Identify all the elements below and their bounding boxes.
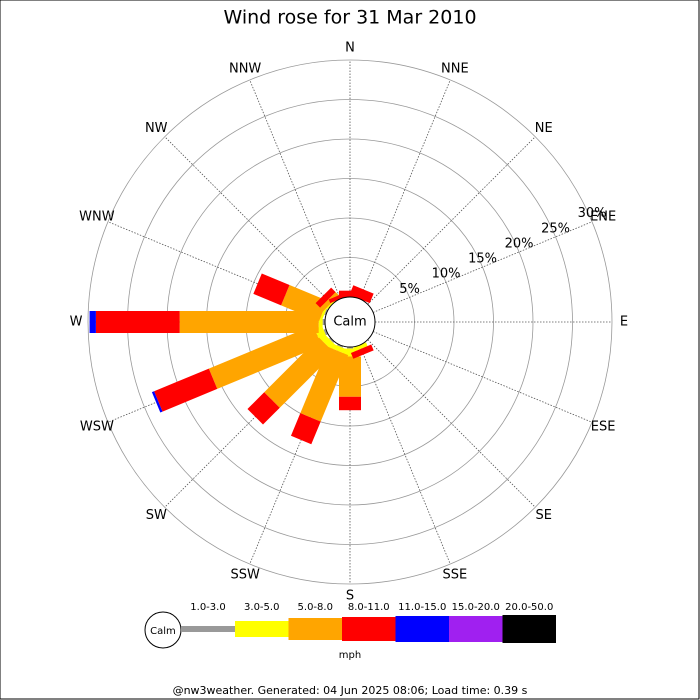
wind-segment [339,396,361,411]
direction-label: NW [145,121,168,136]
direction-label: W [70,315,83,330]
wind-segment [323,328,329,336]
direction-label: N [345,41,355,56]
legend-swatch [342,617,396,641]
wind-segment [154,368,218,412]
legend-label: 20.0-50.0 [505,602,553,613]
wind-segment [329,337,335,343]
wind-segment [322,319,326,325]
wind-segment [343,348,357,357]
legend-label: 3.0-5.0 [244,602,279,613]
wind-segment [300,346,349,422]
calm-circle [324,296,376,348]
legend-swatch [181,626,235,632]
direction-label: WNW [79,210,115,225]
ring [87,59,613,585]
direction-label: S [346,589,354,604]
wind-segment [315,287,336,308]
legend-label: 5.0-8.0 [298,602,333,613]
spoke [164,136,333,305]
wind-segment [253,273,290,306]
legend-calm-label: Calm [150,626,176,637]
direction-label: SSW [230,568,260,583]
legend-swatch [235,621,289,637]
wind-segment [264,337,335,408]
wind-segment [349,285,374,304]
direction-label: SE [536,508,552,523]
spoke [249,79,341,300]
spoke [367,136,536,305]
wind-segment [208,325,322,389]
spoke [367,339,536,508]
wind-segment [281,285,328,322]
legend-label: 1.0-3.0 [190,602,225,613]
direction-label: SSE [442,568,467,583]
wind-segment [95,311,180,333]
direction-label: NE [535,121,553,136]
r-tick-label: 20% [505,236,534,251]
wind-segment [179,311,319,333]
legend-swatch [288,618,342,640]
chart-title: Wind rose for 31 Mar 2010 [223,7,476,29]
legend-label: 8.0-11.0 [348,602,390,613]
calm-label: Calm [333,315,366,330]
direction-label: NNE [441,61,469,76]
wind-segment [89,311,96,333]
legend-unit: mph [339,650,361,661]
spoke [372,221,593,313]
legend-label: 11.0-15.0 [398,602,446,613]
legend-swatch [395,616,449,642]
legend-swatch [449,616,503,642]
direction-label: SW [146,508,167,523]
wind-segment [347,347,353,349]
legend-swatch [502,615,556,643]
direction-label: WSW [80,419,114,434]
footer: @nw3weather. Generated: 04 Jun 2025 08:0… [173,684,528,697]
wind-segment [337,343,344,348]
wind-segment [328,291,351,304]
direction-label: E [620,315,628,330]
wind-segment [350,344,374,359]
spoke [372,331,593,423]
wind-segment [290,413,321,445]
legend-label: 15.0-20.0 [452,602,500,613]
r-tick-label: 10% [432,267,461,282]
spoke [359,344,451,565]
wind-segment [339,356,361,397]
r-tick-label: 15% [468,252,497,267]
direction-label: NNW [229,61,261,76]
direction-label: ESE [591,419,616,434]
wind-segment [320,292,339,311]
wind-segment [247,392,280,425]
spoke [359,79,451,300]
direction-label: ENE [590,210,616,225]
r-tick-label: 5% [399,282,420,297]
r-tick-label: 25% [541,221,570,236]
wind-segment [151,391,163,413]
wind-segment [324,309,329,316]
r-tick-label: 30% [578,206,607,221]
